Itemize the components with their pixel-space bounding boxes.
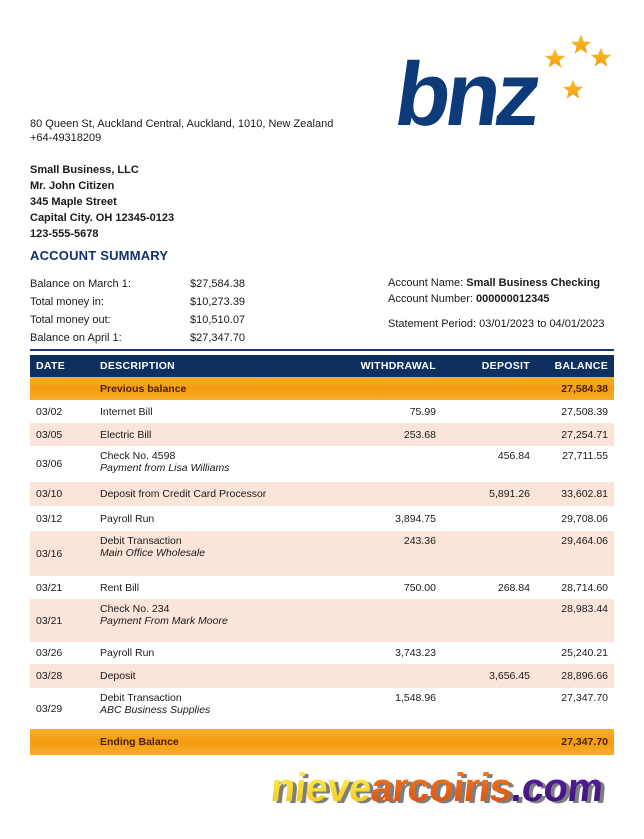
svg-text:nievearcoiris.com: nievearcoiris.com bbox=[270, 766, 605, 810]
